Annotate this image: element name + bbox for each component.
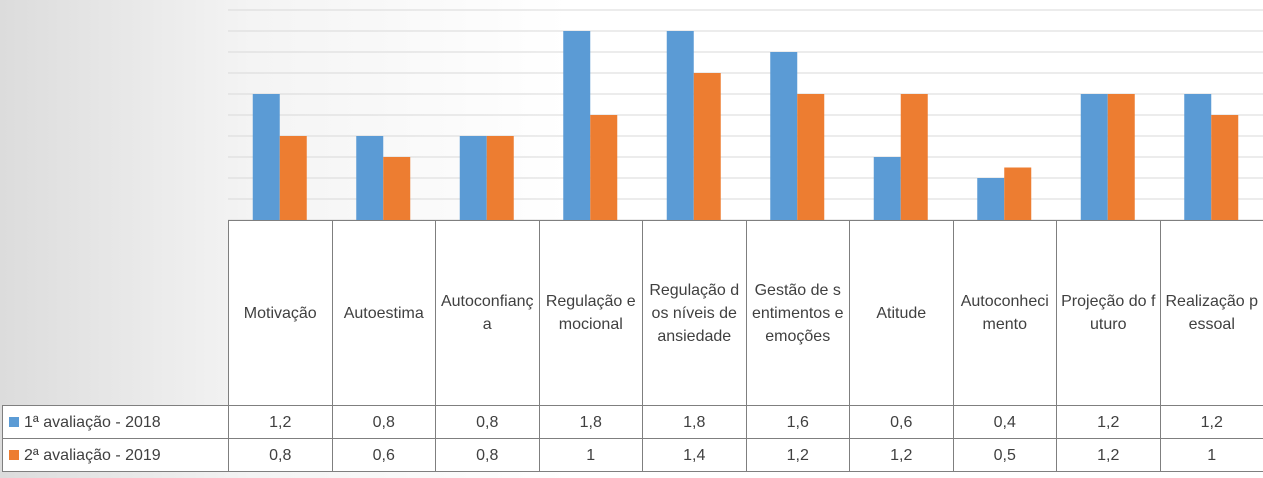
bar	[1184, 94, 1212, 220]
value-label: 1,2	[228, 405, 333, 439]
category-label: Regulação dos níveis de ansiedade	[642, 220, 747, 406]
value-label: 1,2	[1056, 405, 1161, 439]
bar	[977, 178, 1005, 220]
bar	[693, 73, 721, 220]
category-label: Atitude	[849, 220, 954, 406]
bar	[459, 136, 487, 220]
bar	[797, 94, 825, 220]
value-label: 1,2	[1159, 405, 1263, 439]
value-label: 0,6	[331, 438, 436, 472]
value-label: 0,8	[331, 405, 436, 439]
bar	[873, 157, 901, 220]
value-label: 1,2	[849, 438, 954, 472]
legend-swatch	[9, 450, 19, 460]
category-label: Autoconhecimento	[952, 220, 1057, 406]
value-label: 1,4	[642, 438, 747, 472]
bar	[563, 31, 591, 220]
bar	[770, 52, 798, 220]
value-label: 0,8	[435, 438, 540, 472]
bar	[486, 136, 514, 220]
bar	[279, 136, 307, 220]
legend-entry: 2ª avaliação - 2019	[2, 438, 229, 472]
bar	[666, 31, 694, 220]
category-label: Autoestima	[331, 220, 436, 406]
category-label: Gestão de sentimentos e emoções	[745, 220, 850, 406]
value-label: 1,2	[1056, 438, 1161, 472]
legend-entry: 1ª avaliação - 2018	[2, 405, 229, 439]
value-label: 1,6	[745, 405, 850, 439]
bar	[383, 157, 411, 220]
value-label: 1,8	[642, 405, 747, 439]
bar	[1211, 115, 1239, 220]
value-label: 1	[538, 438, 643, 472]
bar	[1004, 167, 1032, 220]
bar	[1107, 94, 1135, 220]
value-label: 0,8	[435, 405, 540, 439]
value-label: 1,2	[745, 438, 850, 472]
bar	[252, 94, 280, 220]
category-label: Autoconfiança	[435, 220, 540, 406]
category-label: Motivação	[228, 220, 333, 406]
value-label: 0,6	[849, 405, 954, 439]
bar	[590, 115, 618, 220]
value-label: 0,4	[952, 405, 1057, 439]
bar	[1080, 94, 1108, 220]
value-label: 1,8	[538, 405, 643, 439]
category-label: Realização pessoal	[1159, 220, 1263, 406]
value-label: 0,5	[952, 438, 1057, 472]
legend-swatch	[9, 417, 19, 427]
category-label: Projeção do futuro	[1056, 220, 1161, 406]
value-label: 1	[1159, 438, 1263, 472]
bar	[900, 94, 928, 220]
category-label: Regulação emocional	[538, 220, 643, 406]
legend-label: 1ª avaliação - 2018	[24, 413, 161, 431]
legend-label: 2ª avaliação - 2019	[24, 446, 161, 464]
bar	[356, 136, 384, 220]
value-label: 0,8	[228, 438, 333, 472]
